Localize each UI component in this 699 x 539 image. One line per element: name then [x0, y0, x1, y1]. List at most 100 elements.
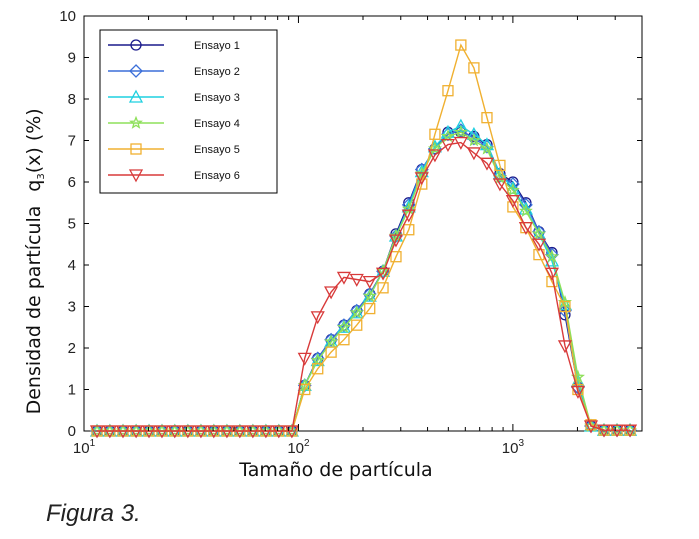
data-point-triangle-down — [232, 425, 247, 439]
x-axis-title: Tamaño de partícula — [238, 459, 432, 481]
data-point-square — [325, 346, 337, 358]
data-point-triangle-down — [362, 275, 377, 289]
x-tick-label: 102 — [287, 438, 310, 457]
data-point-triangle-down — [375, 267, 391, 281]
data-point-triangle-down — [128, 169, 144, 183]
data-point-square — [559, 300, 571, 313]
legend-entry: Ensayo 1 — [108, 39, 240, 52]
data-point-triangle-down — [427, 149, 443, 163]
data-point-triangle-down — [297, 352, 312, 366]
data-point-star — [479, 141, 494, 155]
legend-box — [99, 29, 278, 194]
data-point-triangle-down — [310, 311, 325, 325]
data-point-star — [336, 319, 351, 334]
data-point-triangle-down — [129, 425, 144, 439]
data-point-triangle-down — [324, 286, 339, 300]
legend-label: Ensayo 4 — [194, 118, 240, 130]
y-tick-label: 0 — [68, 423, 76, 440]
data-point-triangle-up — [453, 118, 468, 132]
data-point-triangle-down — [518, 221, 534, 236]
legend-label: Ensayo 1 — [194, 40, 240, 52]
data-point-triangle-down — [89, 425, 105, 439]
data-point-star — [389, 228, 403, 242]
data-point-diamond — [129, 64, 143, 78]
data-point-triangle-down — [258, 425, 273, 439]
data-point-triangle-down — [206, 425, 221, 439]
data-point-triangle-down — [609, 424, 625, 438]
data-point-triangle-down — [596, 424, 612, 438]
data-point-triangle-down — [505, 195, 520, 209]
data-point-star — [518, 203, 533, 218]
y-tick-label: 5 — [68, 216, 76, 233]
series-layer — [89, 39, 638, 439]
legend-entry: Ensayo 6 — [108, 169, 240, 183]
y-tick-label: 7 — [68, 133, 76, 150]
data-point-triangle-down — [167, 425, 182, 439]
legend-entry: Ensayo 2 — [108, 64, 240, 78]
y-tick-label: 3 — [68, 299, 76, 316]
data-point-triangle-down — [440, 138, 456, 153]
data-point-triangle-down — [180, 425, 195, 439]
data-point-square — [130, 143, 142, 155]
data-point-triangle-down — [102, 425, 117, 439]
x-tick-label: 101 — [73, 438, 96, 457]
data-point-diamond — [362, 287, 377, 301]
y-tick-label: 9 — [68, 50, 76, 67]
legend-entry: Ensayo 3 — [108, 89, 240, 104]
data-point-square — [468, 62, 480, 74]
data-point-triangle-down — [154, 425, 170, 439]
data-point-diamond — [532, 224, 546, 239]
legend: Ensayo 1 Ensayo 2 Ensayo 3 Ensayo 4 Ensayo 5… — [99, 29, 278, 194]
data-point-triangle-down — [193, 425, 209, 439]
data-point-triangle-down — [336, 271, 352, 285]
data-point-triangle-up — [128, 89, 144, 103]
data-point-star — [453, 124, 468, 139]
data-point-star — [505, 182, 520, 197]
data-point-star — [401, 201, 416, 215]
data-point-triangle-down — [492, 178, 508, 192]
data-point-triangle-down — [349, 273, 364, 287]
data-point-triangle-up — [466, 126, 482, 140]
data-point-square — [455, 39, 467, 51]
data-point-square — [364, 302, 376, 315]
data-point-star — [349, 305, 364, 319]
data-point-circle — [130, 39, 142, 51]
data-point-triangle-down — [466, 147, 482, 161]
data-point-triangle-down — [245, 425, 260, 439]
data-point-star — [557, 295, 572, 309]
data-point-square — [494, 159, 506, 172]
data-point-triangle-down — [284, 425, 299, 439]
data-point-star — [324, 334, 339, 348]
data-point-square — [585, 419, 597, 431]
data-point-star — [544, 249, 559, 263]
data-point-triangle-down — [388, 234, 404, 248]
data-point-square — [338, 334, 350, 346]
data-point-square — [429, 128, 441, 140]
y-tick-label: 2 — [68, 340, 76, 357]
y-axis-unit-title: q3(x) (%) — [23, 108, 47, 191]
series-line — [97, 141, 630, 432]
legend-label: Ensayo 6 — [194, 170, 240, 182]
data-point-square — [351, 319, 363, 331]
data-point-diamond — [558, 303, 572, 318]
data-point-triangle-down — [115, 425, 131, 439]
data-point-square — [377, 282, 389, 294]
data-point-star — [466, 133, 481, 147]
data-point-triangle-down — [414, 172, 429, 186]
legend-entry: Ensayo 4 — [108, 115, 240, 130]
y-tick-label: 8 — [68, 91, 76, 108]
data-point-triangle-down — [583, 420, 599, 434]
x-tick-label: 103 — [502, 438, 525, 457]
figure-caption: Figura 3. — [46, 500, 141, 527]
data-point-star — [129, 115, 143, 129]
data-point-triangle-down — [622, 424, 638, 438]
y-tick-label: 4 — [68, 257, 76, 274]
legend-label: Ensayo 5 — [194, 144, 240, 156]
axis-layer: 0 1 2 3 4 5 6 7 8 9 10 101 102 103 — [59, 8, 643, 457]
legend-label: Ensayo 3 — [194, 92, 240, 104]
data-point-square — [442, 85, 454, 97]
data-point-star — [362, 288, 377, 303]
legend-label: Ensayo 2 — [194, 66, 240, 78]
data-point-triangle-down — [401, 209, 416, 223]
